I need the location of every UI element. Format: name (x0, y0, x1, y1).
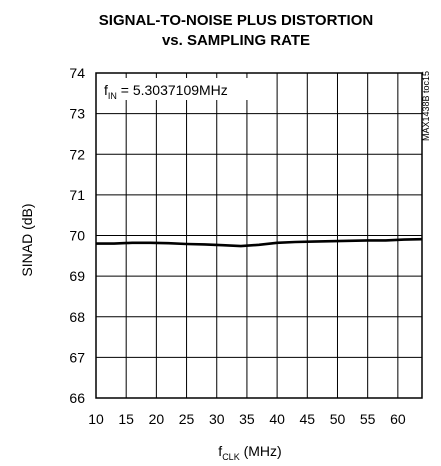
x-tick-labels: 10 15 20 25 30 35 40 45 50 55 60 (88, 411, 406, 427)
sinad-curve (96, 237, 423, 248)
x-tick-label: 35 (239, 411, 255, 427)
chart-title: SIGNAL-TO-NOISE PLUS DISTORTION (99, 12, 373, 29)
y-tick-label: 66 (69, 390, 85, 406)
x-tick-label: 20 (149, 411, 165, 427)
y-tick-label: 71 (69, 187, 85, 203)
x-tick-label: 55 (360, 411, 376, 427)
x-tick-label: 45 (300, 411, 316, 427)
y-axis-label: SINAD (dB) (19, 203, 35, 276)
y-tick-label: 68 (69, 309, 85, 325)
x-axis-label: fCLK (MHz) (218, 443, 281, 462)
y-tick-label: 67 (69, 349, 85, 365)
x-tick-label: 30 (209, 411, 225, 427)
x-tick-label: 10 (88, 411, 104, 427)
x-tick-label: 25 (179, 411, 195, 427)
x-tick-label: 60 (390, 411, 406, 427)
figure-id-note: MAX1438B toc15 (421, 71, 431, 141)
x-tick-label: 50 (330, 411, 346, 427)
y-tick-label: 73 (69, 106, 85, 122)
x-tick-label: 40 (269, 411, 285, 427)
y-tick-labels: 66 67 68 69 70 71 72 73 74 (69, 65, 85, 406)
annotation-box (101, 78, 248, 100)
y-tick-label: 69 (69, 268, 85, 284)
grid (96, 73, 422, 398)
y-tick-label: 74 (69, 65, 85, 81)
plot-frame (95, 72, 423, 399)
series-layer (96, 237, 423, 248)
y-tick-label: 72 (69, 146, 85, 162)
y-tick-label: 70 (69, 228, 85, 244)
input-frequency-annotation: fIN = 5.3037109MHz (104, 82, 228, 101)
x-tick-label: 15 (118, 411, 134, 427)
chart-subtitle: vs. SAMPLING RATE (162, 32, 310, 49)
